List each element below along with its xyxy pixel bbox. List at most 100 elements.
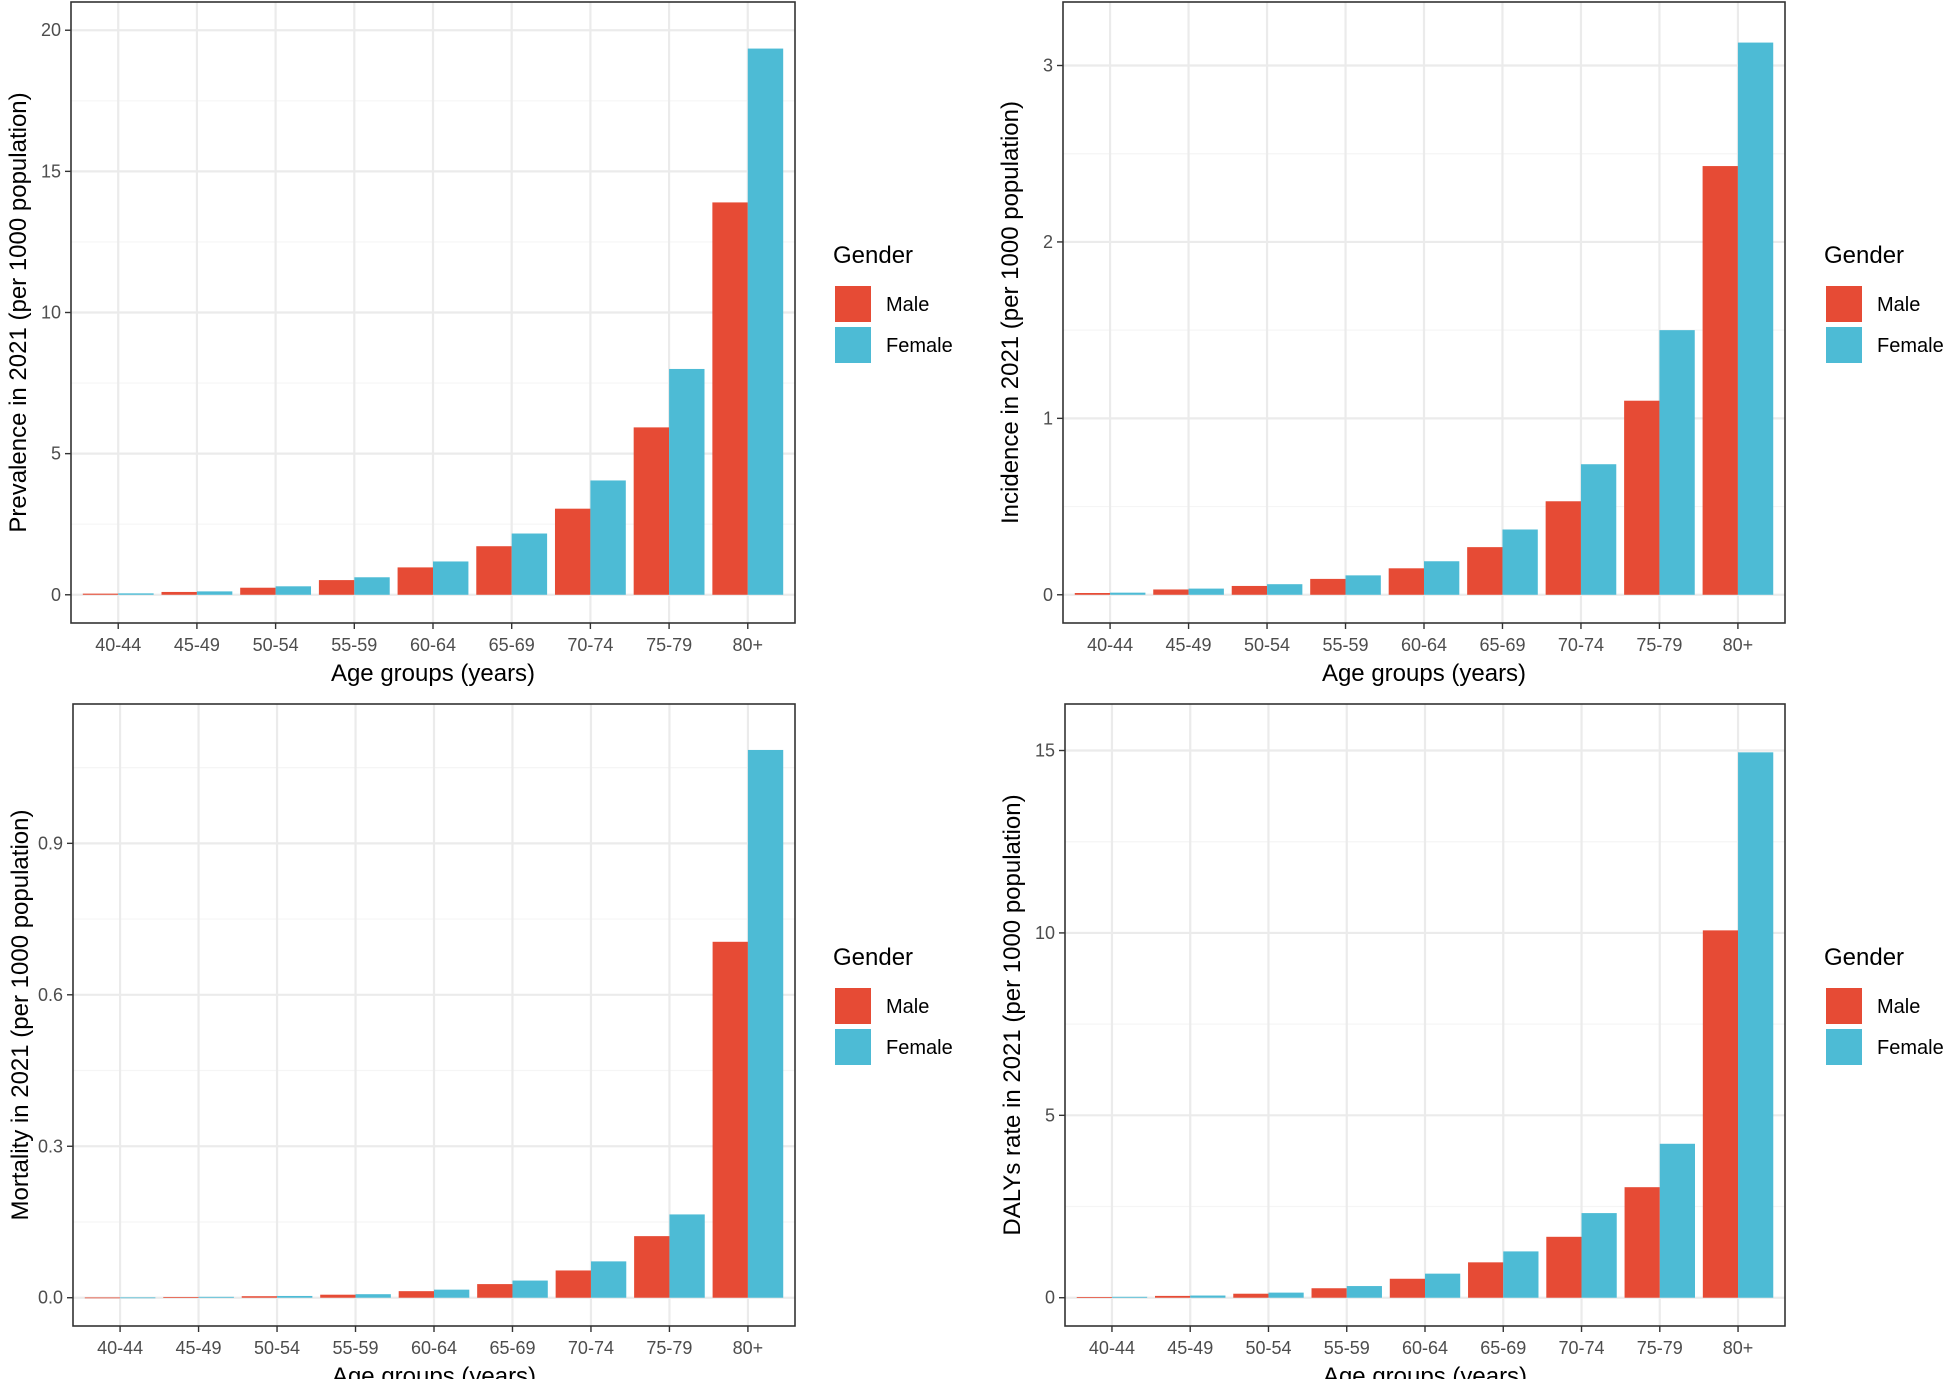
y-tick-label: 15	[1035, 741, 1055, 761]
chart-3: 0.0 0.3 0.6 0.9 40-44 45-49 50-54 55-59 60-64 65-…	[7, 703, 953, 1384]
y-axis-title: Mortality in 2021 (per 1000 population)	[7, 810, 34, 1221]
bar-male-65-69	[476, 546, 512, 595]
x-tick-label: 65-69	[1480, 1338, 1526, 1358]
legend: Gender Male Female	[833, 944, 953, 1065]
bar-female-45-49	[1190, 1295, 1226, 1298]
bar-male-40-44	[84, 1297, 121, 1299]
bar-female-65-69	[1502, 529, 1538, 595]
bar-male-80+	[712, 202, 748, 595]
x-axis-title: Age groups (years)	[331, 660, 535, 687]
x-tick-label: 80+	[733, 635, 764, 655]
bar-female-70-74	[590, 1261, 627, 1298]
y-tick-label: 5	[51, 444, 61, 464]
legend-title: Gender	[1824, 242, 1904, 269]
bar-female-70-74	[590, 480, 626, 595]
x-tick-label: 40-44	[1089, 1338, 1135, 1358]
bar-male-75-79	[1624, 1187, 1660, 1298]
bar-male-45-49	[161, 591, 197, 595]
legend-label-male: Male	[1877, 294, 1920, 316]
x-tick-label: 40-44	[1087, 635, 1133, 655]
legend-label-male: Male	[886, 294, 929, 316]
legend-title: Gender	[1824, 944, 1904, 971]
bar-female-65-69	[512, 1280, 548, 1298]
legend-title: Gender	[833, 242, 913, 269]
y-axis-title: Incidence in 2021 (per 1000 population)	[997, 101, 1024, 524]
bar-female-65-69	[511, 533, 548, 595]
y-tick-label: 15	[41, 161, 61, 181]
bar-male-50-54	[241, 1296, 278, 1298]
y-tick-label: 0	[1045, 1288, 1055, 1308]
bar-female-40-44	[120, 1297, 156, 1299]
x-tick-label: 40-44	[97, 1338, 143, 1358]
legend-label-male: Male	[1877, 996, 1920, 1018]
legend-label-female: Female	[886, 1037, 953, 1059]
bar-male-80+	[1702, 166, 1738, 595]
x-axis-title: Age groups (years)	[1322, 660, 1526, 687]
x-tick-label: 80+	[733, 1338, 764, 1358]
bar-male-80+	[712, 941, 748, 1298]
x-tick-label: 75-79	[1637, 1338, 1683, 1358]
bar-male-70-74	[1545, 501, 1581, 595]
legend-swatch-female	[835, 1029, 871, 1065]
bar-male-40-44	[1076, 1296, 1112, 1298]
bar-female-55-59	[355, 1294, 391, 1298]
bar-male-55-59	[318, 580, 355, 595]
bar-female-55-59	[1345, 575, 1381, 595]
y-tick-label: 0	[51, 585, 61, 605]
bar-female-45-49	[196, 591, 233, 595]
bar-male-70-74	[554, 508, 591, 595]
bar-female-75-79	[669, 368, 705, 595]
x-tick-label: 65-69	[489, 1338, 535, 1358]
y-axis-title: Prevalence in 2021 (per 1000 population)	[5, 92, 32, 532]
bar-male-65-69	[1467, 547, 1503, 595]
x-tick-label: 55-59	[1324, 1338, 1370, 1358]
x-tick-label: 80+	[1723, 635, 1754, 655]
x-tick-label: 60-64	[1401, 635, 1447, 655]
y-tick-label: 0	[1043, 585, 1053, 605]
bar-male-60-64	[1389, 1278, 1425, 1298]
bar-female-60-64	[434, 1289, 470, 1298]
bar-female-55-59	[1346, 1286, 1382, 1298]
bar-male-55-59	[1310, 578, 1346, 595]
x-tick-label: 75-79	[646, 635, 692, 655]
bar-male-65-69	[477, 1284, 513, 1298]
bar-male-40-44	[82, 593, 119, 595]
chart-1: 0 5 10 15 20 40-44 45-49 50-54 55-59 60-64 65-69 70…	[5, 1, 953, 687]
x-tick-label: 55-59	[1322, 635, 1368, 655]
bar-female-50-54	[1268, 1292, 1304, 1298]
x-tick-label: 80+	[1723, 1338, 1754, 1358]
bar-female-70-74	[1581, 1213, 1617, 1298]
legend-swatch-male	[835, 286, 871, 322]
bar-female-40-44	[118, 593, 154, 595]
bar-male-45-49	[163, 1296, 199, 1298]
bar-female-50-54	[275, 586, 312, 595]
legend-label-female: Female	[1877, 1037, 1944, 1059]
x-tick-label: 70-74	[568, 1338, 614, 1358]
bar-female-40-44	[1110, 592, 1146, 595]
y-tick-label: 0.6	[38, 985, 63, 1005]
x-tick-label: 45-49	[176, 1338, 222, 1358]
y-tick-label: 0.9	[38, 833, 63, 853]
bar-male-45-49	[1155, 1295, 1191, 1298]
bar-male-60-64	[398, 1291, 434, 1298]
x-tick-label: 75-79	[1636, 635, 1682, 655]
x-tick-label: 50-54	[253, 635, 299, 655]
bar-male-50-54	[1231, 585, 1268, 595]
chart-4: 0 5 10 15 40-44 45-49 50-54 55-59 60-64 65-69 70-7…	[999, 703, 1944, 1384]
bar-male-60-64	[397, 567, 433, 595]
x-tick-label: 65-69	[489, 635, 535, 655]
bar-female-60-64	[1425, 1273, 1461, 1298]
y-tick-label: 0.0	[38, 1288, 63, 1308]
x-tick-label: 60-64	[410, 635, 456, 655]
bar-male-70-74	[1546, 1236, 1582, 1298]
legend-label-male: Male	[886, 996, 929, 1018]
bar-female-80+	[1737, 42, 1774, 595]
legend: Gender Male Female	[1824, 944, 1944, 1065]
bar-male-75-79	[634, 1236, 670, 1298]
y-tick-label: 5	[1045, 1105, 1055, 1125]
x-tick-label: 55-59	[331, 635, 377, 655]
bar-female-45-49	[198, 1296, 234, 1298]
legend-swatch-female	[835, 327, 871, 363]
x-tick-label: 50-54	[254, 1338, 300, 1358]
x-tick-label: 45-49	[174, 635, 220, 655]
